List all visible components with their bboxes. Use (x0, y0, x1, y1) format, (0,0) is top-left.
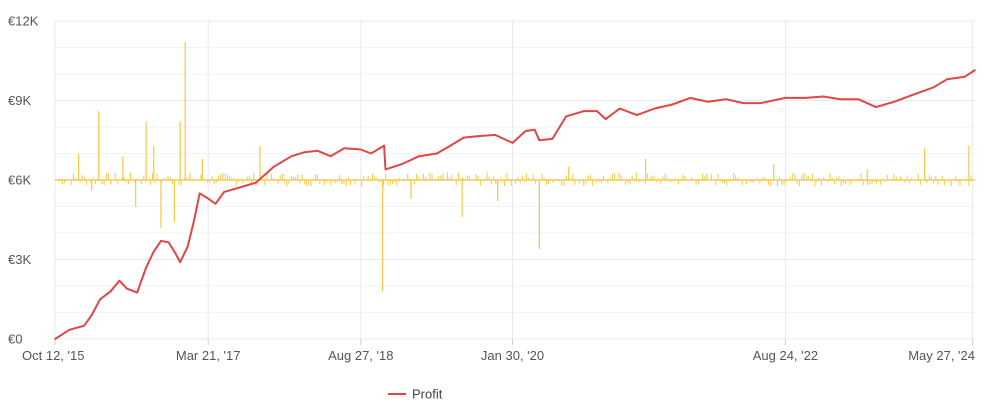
profit-point (964, 75, 966, 78)
x-tick-label: Oct 12, '15 (22, 348, 84, 363)
profit-point (99, 298, 101, 301)
legend[interactable]: Profit (388, 387, 443, 402)
profit-point (418, 155, 420, 157)
profit-point (533, 128, 536, 131)
profit-point (160, 240, 162, 242)
profit-point (255, 181, 257, 184)
profit-point (511, 142, 514, 144)
profit-point (383, 144, 385, 147)
profit-point (83, 324, 85, 327)
profit-point (760, 102, 762, 104)
profit-point (237, 187, 239, 189)
profit-point (152, 250, 155, 253)
profit-point (476, 135, 479, 138)
profit-point (604, 118, 607, 120)
profit-point (725, 98, 727, 100)
profit-point (875, 106, 877, 108)
profit-point (136, 291, 138, 294)
profit-point (272, 165, 275, 168)
profit-point (449, 144, 452, 147)
profit-point (384, 168, 387, 171)
profit-point (54, 338, 56, 340)
profit-point (707, 101, 709, 103)
x-tick-label: Mar 21, '17 (176, 348, 241, 363)
profit-point (653, 107, 656, 110)
profit-point (538, 139, 541, 142)
profit-point (187, 245, 189, 248)
profit-point (784, 97, 787, 99)
profit-point (946, 78, 948, 81)
profit-point (596, 110, 598, 112)
profit-point (223, 191, 226, 193)
profit-point (689, 97, 691, 99)
profit-point (303, 151, 306, 153)
profit-point (822, 95, 825, 98)
profit-point (462, 136, 465, 139)
profit-point (932, 86, 935, 89)
profit-point (173, 250, 176, 253)
profit-point (179, 261, 182, 263)
profit-point (857, 98, 860, 100)
profit-point (401, 163, 403, 165)
profit-point (671, 103, 674, 106)
grid-lines (54, 20, 975, 345)
y-axis-tick-labels: €0 €3K €6K €9K €12K (8, 14, 39, 347)
x-tick-label: Jan 30, '20 (481, 348, 544, 363)
y-tick-label: €0 (8, 332, 22, 347)
profit-point (804, 97, 807, 99)
profit-point (911, 94, 913, 96)
profit-point (167, 241, 170, 244)
profit-point (90, 314, 93, 316)
y-tick-label: €6K (8, 173, 31, 188)
daily-change-bars (55, 42, 975, 292)
profit-line-layer (54, 69, 976, 340)
y-tick-label: €9K (8, 93, 31, 108)
profit-point (193, 218, 196, 221)
profit-point (145, 266, 147, 269)
profit-point (68, 328, 71, 331)
y-tick-label: €12K (8, 14, 39, 29)
y-tick-label: €3K (8, 252, 31, 267)
x-tick-label: May 27, '24 (908, 348, 975, 363)
profit-line (54, 69, 976, 340)
profit-point (436, 152, 438, 155)
profit-point (290, 155, 293, 157)
x-axis-tick-labels: Oct 12, '15 Mar 21, '17 Aug 27, '18 Jan 30,… (22, 348, 975, 363)
profit-point (524, 130, 527, 132)
profit-point (893, 101, 895, 103)
profit-point (583, 110, 585, 112)
profit-point (839, 98, 842, 100)
profit-point (343, 147, 345, 149)
x-tick-label: Aug 24, '22 (753, 348, 818, 363)
profit-point (618, 107, 621, 110)
profit-point (359, 148, 362, 151)
profit-point (370, 152, 372, 155)
profit-point (198, 192, 201, 195)
profit-point (565, 115, 567, 118)
profit-point (551, 138, 554, 140)
profit-point (329, 155, 332, 157)
profit-point (109, 290, 112, 293)
profit-point (636, 114, 638, 116)
profit-point (118, 279, 121, 282)
legend-profit-label: Profit (412, 387, 443, 402)
profit-point (214, 203, 217, 205)
profit-point (742, 102, 744, 104)
profit-point (974, 69, 976, 71)
profit-point (494, 134, 496, 136)
profit-point (316, 150, 319, 152)
x-tick-label: Aug 27, '18 (328, 348, 393, 363)
profit-point (126, 287, 128, 290)
profit-point (207, 197, 209, 200)
